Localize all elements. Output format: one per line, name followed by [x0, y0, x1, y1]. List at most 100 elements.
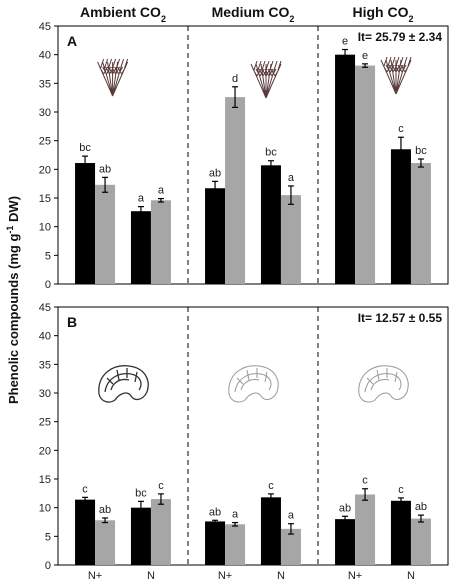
y-tick-label: 25	[39, 417, 51, 429]
significance-letter: c	[362, 475, 368, 487]
y-tick-label: 20	[39, 164, 51, 176]
tree-illustration-2	[250, 60, 282, 99]
significance-letter: bc	[415, 145, 427, 157]
group-title-subscript: 2	[161, 14, 166, 24]
section-illustration-3-outline	[358, 365, 409, 403]
bar-series2-5	[355, 65, 376, 284]
y-axis-label-main: Phenolic compounds (mg g	[6, 234, 21, 405]
significance-letter: a	[138, 193, 145, 205]
y-axis-label-sup: -1	[5, 226, 15, 234]
y-tick-label: 5	[45, 250, 51, 262]
section-illustration-1-inner-1	[104, 372, 142, 393]
significance-letter: c	[158, 480, 164, 492]
bar-series1-3	[205, 521, 226, 565]
group-title-3: High CO2	[352, 4, 413, 24]
bar-series1-6	[390, 500, 411, 565]
category-label: N	[147, 570, 155, 580]
section-illustration-3	[358, 365, 409, 403]
significance-letter: bc	[265, 147, 277, 159]
bar-series1-1	[75, 163, 96, 284]
panel-annotation: It= 12.57 ± 0.55	[358, 311, 443, 325]
bar-series2-6	[410, 163, 431, 284]
bar-series1-2	[130, 507, 151, 565]
panel-annotation: It= 25.79 ± 2.34	[358, 30, 443, 44]
group-title-subscript: 2	[408, 14, 413, 24]
group-title-1: Ambient CO2	[80, 4, 166, 24]
bar-series1-4	[260, 497, 281, 565]
significance-letter: c	[398, 123, 404, 135]
tree-illustration-1-branches	[97, 58, 129, 97]
significance-letter: ab	[339, 502, 351, 514]
bar-series2-2	[150, 499, 171, 565]
bar-series2-4	[280, 195, 301, 284]
group-title-text: High CO	[352, 4, 408, 20]
significance-letter: ab	[415, 501, 427, 513]
significance-letter: ab	[209, 167, 221, 179]
y-tick-label: 45	[39, 302, 51, 314]
bar-series1-5	[335, 519, 356, 565]
bar-series2-5	[355, 494, 376, 565]
bar-series1-6	[390, 149, 411, 284]
group-title-text: Medium CO	[212, 4, 290, 20]
section-illustration-2-inner-1	[234, 373, 272, 393]
y-tick-label: 35	[39, 359, 51, 371]
significance-letter: c	[268, 480, 274, 492]
tree-illustration-1	[97, 58, 129, 97]
group-title-2: Medium CO2	[212, 4, 295, 24]
significance-letter: c	[398, 484, 404, 496]
y-tick-label: 0	[45, 560, 51, 572]
plots-layer: Ambient CO2 Medium CO2 High CO205101520253…	[39, 4, 449, 580]
tree-illustration-2-branches	[250, 60, 282, 99]
y-tick-label: 0	[45, 279, 51, 291]
tree-illustration-3-branches	[380, 56, 412, 95]
significance-letter: bc	[79, 142, 91, 154]
y-axis-label: Phenolic compounds (mg g-1 DW)	[5, 196, 21, 404]
y-tick-label: 25	[39, 136, 51, 148]
tree-illustration-3	[380, 56, 412, 95]
y-tick-label: 30	[39, 107, 51, 119]
category-label: N+	[218, 570, 232, 580]
significance-letter: d	[232, 73, 238, 85]
y-axis-label-tail: DW)	[6, 196, 21, 226]
significance-letter: e	[362, 50, 368, 62]
section-illustration-1-outline	[98, 365, 149, 403]
bar-series2-6	[410, 518, 431, 565]
bar-series2-3	[225, 97, 246, 285]
y-tick-label: 45	[39, 21, 51, 33]
y-tick-label: 15	[39, 474, 51, 486]
panel-label: B	[67, 314, 77, 330]
bar-series1-3	[205, 188, 226, 284]
category-label: N	[407, 570, 415, 580]
group-title-text: Ambient CO	[80, 4, 161, 20]
bar-series1-2	[130, 211, 151, 284]
significance-letter: ab	[99, 163, 111, 175]
y-tick-label: 10	[39, 222, 51, 234]
section-illustration-1-inner-2	[106, 368, 138, 391]
category-label: N	[277, 570, 285, 580]
significance-letter: bc	[135, 487, 147, 499]
significance-letter: c	[82, 483, 88, 495]
panel-label: A	[67, 33, 77, 49]
y-tick-label: 10	[39, 503, 51, 515]
section-illustration-1	[98, 365, 149, 403]
bar-series1-4	[260, 165, 281, 284]
significance-letter: e	[342, 36, 348, 48]
section-illustration-3-inner-2	[366, 368, 398, 391]
y-tick-label: 20	[39, 445, 51, 457]
y-tick-label: 35	[39, 78, 51, 90]
section-illustration-2-outline	[228, 365, 279, 403]
significance-letter: a	[288, 510, 295, 522]
bar-series1-1	[75, 499, 96, 565]
significance-letter: a	[158, 185, 165, 197]
bar-series2-1	[95, 520, 116, 565]
significance-letter: a	[288, 172, 295, 184]
section-illustration-2-inner-2	[236, 368, 268, 391]
category-label: N+	[88, 570, 102, 580]
panel-frame	[57, 306, 449, 566]
significance-letter: ab	[99, 504, 111, 516]
significance-letter: ab	[209, 506, 221, 518]
y-tick-label: 40	[39, 331, 51, 343]
y-tick-label: 5	[45, 531, 51, 543]
